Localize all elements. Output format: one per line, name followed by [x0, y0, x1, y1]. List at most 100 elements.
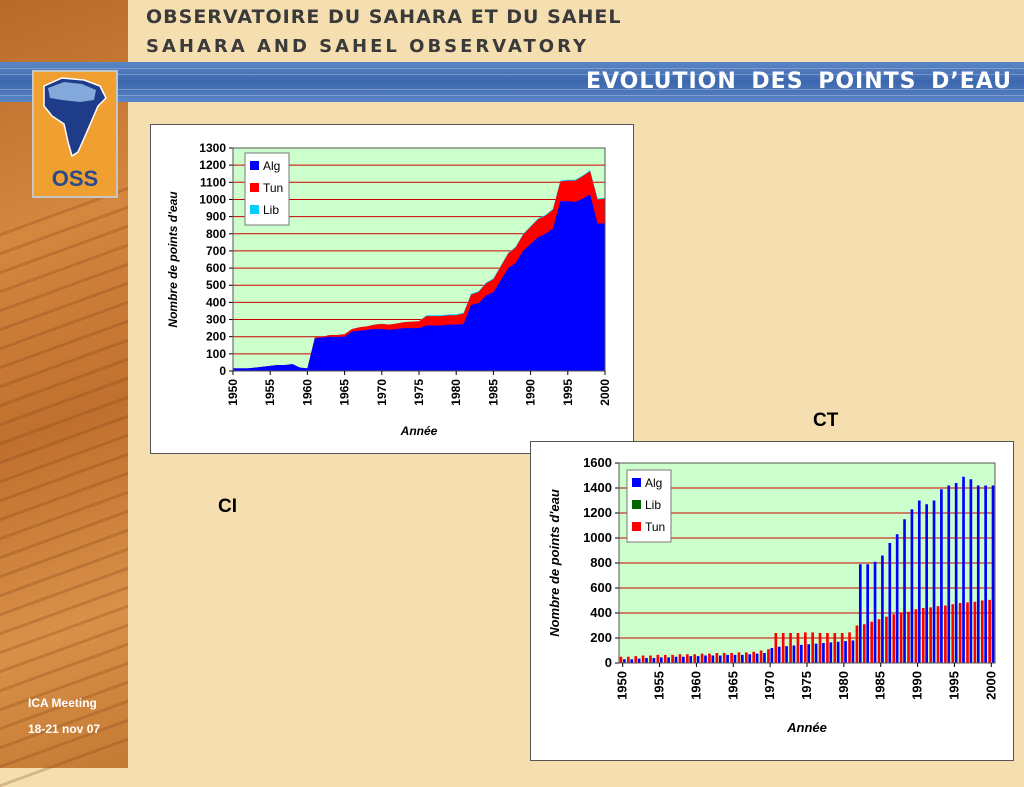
bar-tun [693, 654, 697, 663]
x-tick-label: 1970 [375, 379, 389, 406]
chart-ci: 0 100 200 300 400 500 600 700 800 900 1000 1100 1200… [166, 141, 612, 438]
y-tick-label: 0 [605, 655, 612, 670]
bar-tun [700, 653, 704, 663]
bar-tun [708, 653, 711, 663]
y-tick-label: 800 [590, 555, 612, 570]
x-tick-label: 1975 [799, 671, 814, 700]
legend: Alg Tun Lib [244, 152, 290, 226]
y-tick-label: 200 [206, 330, 226, 344]
bar-tun [885, 616, 888, 663]
x-tick-label: 1965 [725, 671, 740, 700]
bar-tun [619, 656, 623, 663]
chart-label-ci: CI [218, 496, 237, 517]
bar-alg [969, 479, 973, 663]
area-series-alg [233, 194, 605, 371]
bar-tun [973, 601, 977, 663]
bar-alg [984, 485, 987, 663]
bar-alg [630, 659, 634, 663]
x-tick-label: 1985 [486, 379, 500, 406]
chart-panel-ct: 0 200 400 600 800 1000 1200 1400 1600 1950 1955 196… [530, 441, 1014, 761]
bar-alg [954, 483, 958, 663]
x-tick-label: 2000 [983, 671, 998, 700]
y-tick-label: 600 [590, 580, 612, 595]
bar-alg [711, 655, 715, 663]
bar-alg [667, 657, 670, 663]
legend-entry-lib: Lib [645, 498, 661, 512]
legend-entry-tun: Tun [263, 181, 283, 195]
x-tick-label: 1965 [338, 379, 352, 406]
bar-alg [777, 646, 781, 663]
bar-alg [947, 485, 951, 663]
bar-alg [836, 641, 840, 663]
bar-tun [744, 652, 748, 663]
y-tick-label: 100 [206, 347, 226, 361]
bar-alg [770, 648, 774, 663]
x-tick-label: 1995 [561, 379, 575, 406]
legend-entry-lib: Lib [263, 203, 279, 217]
bar-alg [822, 643, 825, 663]
bar-tun [951, 604, 955, 663]
bar-alg [755, 653, 759, 663]
legend-entry-alg: Alg [645, 476, 662, 490]
bar-tun [826, 633, 829, 663]
bar-tun [811, 632, 815, 663]
bar-alg [733, 654, 737, 663]
bar-alg [917, 500, 921, 663]
bar-alg [659, 657, 663, 663]
y-tick-label: 200 [590, 630, 612, 645]
bar-tun [944, 605, 947, 663]
bar-alg [976, 485, 980, 663]
bar-tun [634, 656, 638, 663]
y-axis-title: Nombre de points d'eau [547, 489, 562, 637]
bar-tun [870, 621, 873, 663]
bar-tun [862, 624, 866, 663]
bar-alg [873, 561, 877, 663]
y-tick-label: 1400 [583, 480, 612, 495]
x-tick-label: 1990 [524, 379, 538, 406]
x-tick-label: 1950 [226, 379, 240, 406]
bar-alg [748, 654, 752, 663]
bar-alg [910, 509, 914, 663]
y-tick-label: 1000 [583, 530, 612, 545]
bar-alg [645, 658, 648, 663]
x-tick-label: 1990 [910, 671, 925, 700]
bar-tun [929, 607, 932, 663]
bar-alg [858, 564, 862, 663]
bar-tun [641, 655, 645, 663]
bar-tun [855, 625, 859, 663]
bar-tun [737, 652, 741, 663]
x-tick-label: 1985 [873, 671, 888, 700]
bar-tun [892, 614, 896, 663]
bar-alg [881, 555, 884, 663]
legend-swatch-alg [632, 478, 641, 487]
bar-alg [718, 655, 722, 663]
x-tick-label: 1960 [300, 379, 314, 406]
bar-tun [921, 608, 925, 663]
bar-tun [980, 600, 984, 663]
bar-alg [799, 644, 803, 663]
bar-tun [656, 654, 660, 663]
title-band [0, 62, 1024, 102]
bar-alg [726, 654, 729, 663]
bar-alg [895, 534, 899, 663]
bar-alg [674, 656, 678, 663]
bar-alg [704, 655, 707, 663]
bar-alg [652, 658, 656, 663]
bar-alg [807, 644, 811, 663]
x-tick-label: 1975 [412, 379, 426, 406]
y-tick-label: 400 [590, 605, 612, 620]
header-band [128, 0, 1024, 62]
y-tick-label: 1600 [583, 455, 612, 470]
bar-tun [796, 633, 800, 663]
y-tick-label: 1000 [199, 192, 226, 206]
bar-tun [686, 654, 689, 663]
legend-swatch-tun [632, 522, 641, 531]
slide-title: EVOLUTION DES POINTS D’EAU [585, 69, 1012, 94]
bar-alg [888, 543, 892, 663]
bar-tun [722, 653, 726, 663]
bar-tun [988, 599, 991, 663]
bar-tun [833, 633, 837, 663]
bar-tun [627, 656, 630, 663]
bar-alg [792, 645, 796, 663]
legend-entry-alg: Alg [263, 159, 280, 173]
